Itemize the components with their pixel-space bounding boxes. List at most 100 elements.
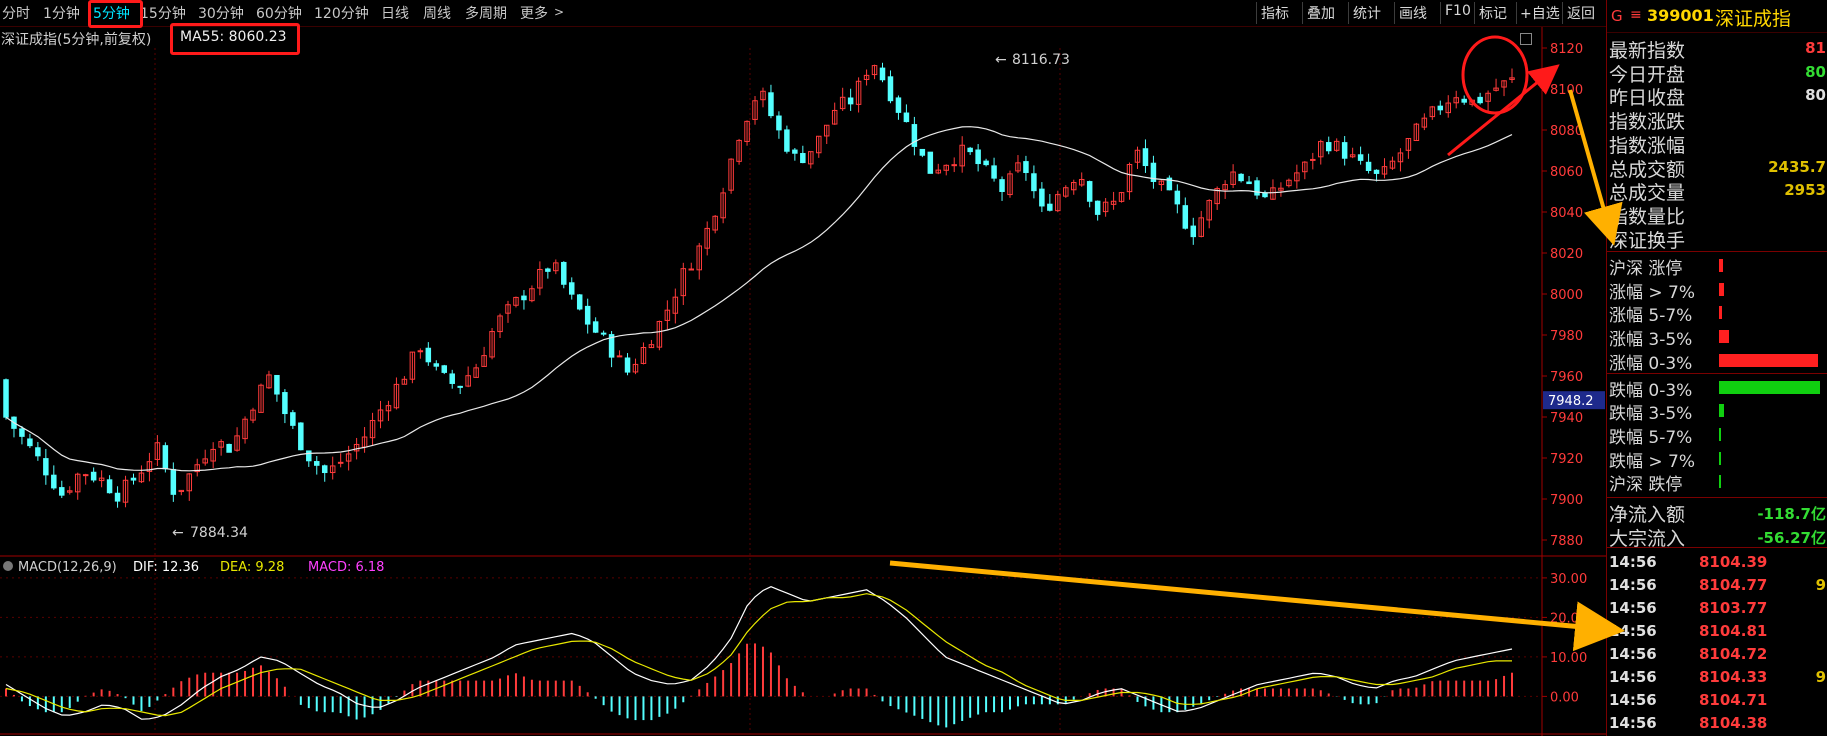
stat-label: 今日开盘 (1609, 63, 1686, 86)
current-price-tag (1543, 391, 1605, 410)
menu-icon[interactable]: ≡ (1630, 7, 1642, 23)
candle-body (855, 80, 862, 105)
candle-body (441, 365, 448, 373)
toolbar-add-watchlist-button[interactable]: +自选 (1520, 6, 1560, 22)
candle-body (409, 351, 416, 380)
period-tab-60min[interactable]: 60分钟 (256, 6, 302, 22)
candle-body (138, 472, 145, 483)
candle-body (314, 461, 320, 466)
period-tab-daily[interactable]: 日线 (381, 6, 409, 22)
candle-body (130, 477, 137, 481)
candle-body (664, 309, 671, 321)
price-tick-label: 8120 (1550, 42, 1583, 57)
stat-label: 昨日收盘 (1609, 87, 1686, 110)
candle-body (162, 445, 169, 470)
candle-body (449, 373, 455, 384)
candle-body (983, 160, 989, 166)
period-tab-15min[interactable]: 15分钟 (140, 6, 186, 22)
candle-body (1278, 187, 1284, 191)
candle-body (903, 112, 910, 123)
toolbar-indicator-button[interactable]: 指标 (1261, 6, 1289, 22)
low-label: 7884.34 (190, 525, 248, 541)
candle-body (1381, 166, 1388, 175)
ma55-line (5, 126, 1513, 472)
panel-toggle-icon[interactable] (1520, 33, 1532, 45)
candle-body (863, 74, 870, 80)
breadth-label: 涨幅 5-7% (1609, 306, 1693, 327)
flow-row: 大宗流入 -56.27亿 (1607, 524, 1827, 550)
candle-body (19, 428, 25, 437)
stat-label: 指数涨跌 (1609, 111, 1686, 134)
period-tab-fenshi[interactable]: 分时 (2, 6, 30, 22)
period-tab-5min[interactable]: 5分钟 (93, 6, 130, 22)
price-tick-label: 7980 (1550, 329, 1583, 344)
candle-body (1118, 192, 1125, 202)
breadth-row: 涨幅 5-7% (1607, 301, 1827, 327)
candle-body (1190, 225, 1197, 238)
stat-row: 指数量比 (1607, 202, 1827, 228)
candle-body (847, 97, 854, 105)
candle-body (35, 447, 41, 457)
fall-bar (1719, 475, 1721, 489)
candles-group (3, 62, 1515, 508)
period-toolbar: 分时 1分钟 5分钟 15分钟 30分钟 60分钟 120分钟 日线 周线 多周… (0, 0, 1606, 27)
period-tab-multi[interactable]: 多周期 (465, 6, 507, 22)
candle-body (975, 149, 981, 165)
toolbar-draw-button[interactable]: 画线 (1399, 6, 1427, 22)
stat-value: 2953 (1784, 181, 1826, 200)
tick-price: 8104.39 (1699, 553, 1768, 571)
flow-label: 大宗流入 (1609, 528, 1686, 550)
period-tab-1min[interactable]: 1分钟 (43, 6, 80, 22)
kline-chart-area[interactable]: 8120 8100 8080 8060 8040 8020 8000 7980 7960 7940… (0, 0, 1606, 736)
marker-badge: G (1611, 7, 1623, 25)
candle-body (1294, 172, 1300, 182)
candle-body (98, 477, 105, 482)
flow-row: 净流入额 -118.7亿 (1607, 500, 1827, 526)
candle-body (959, 144, 965, 167)
candle-body (1031, 173, 1037, 192)
candle-body (178, 489, 185, 493)
candle-body (505, 304, 511, 314)
candle-body (234, 435, 240, 451)
toolbar-f10-button[interactable]: F10 (1445, 3, 1471, 19)
current-price-label: 7948.2 (1548, 394, 1594, 409)
period-tab-weekly[interactable]: 周线 (423, 6, 451, 22)
candle-body (831, 109, 838, 125)
candle-body (337, 461, 344, 464)
candle-body (417, 350, 424, 353)
price-tick-label: 8040 (1550, 206, 1583, 221)
candle-body (1150, 162, 1157, 182)
candle-body (401, 378, 408, 385)
tick-price: 8104.38 (1699, 714, 1768, 732)
toolbar-mark-button[interactable]: 标记 (1479, 6, 1507, 22)
toolbar-overlay-button[interactable]: 叠加 (1307, 6, 1335, 22)
candle-body (473, 367, 479, 378)
tick-time: 14:56 (1609, 553, 1657, 571)
candle-body (1302, 161, 1308, 173)
toolbar-stats-button[interactable]: 统计 (1353, 6, 1381, 22)
candle-body (290, 412, 296, 426)
candle-body (776, 115, 782, 131)
toolbar-back-button[interactable]: 返回 (1567, 6, 1595, 22)
breadth-row: 跌幅 > 7% (1607, 447, 1827, 472)
candle-body (991, 165, 997, 179)
candle-body (59, 487, 65, 496)
price-tick-label: 8080 (1550, 124, 1583, 139)
candle-body (1142, 148, 1149, 167)
candle-body (935, 169, 942, 174)
candle-body (967, 147, 973, 153)
period-tab-30min[interactable]: 30分钟 (198, 6, 244, 22)
chevron-right-icon[interactable]: > (554, 5, 565, 19)
breadth-row: 沪深 跌停 (1607, 470, 1827, 495)
stat-row: 最新指数 81 (1607, 36, 1827, 62)
breadth-label: 跌幅 3-5% (1609, 404, 1693, 425)
candle-body (266, 374, 272, 389)
candle-body (911, 124, 918, 147)
tick-time: 14:56 (1609, 622, 1657, 640)
dif-readout: DIF: 12.36 (133, 560, 199, 575)
period-tab-120min[interactable]: 120分钟 (314, 6, 369, 22)
candle-body (242, 418, 248, 440)
candle-body (298, 422, 304, 451)
period-tab-more[interactable]: 更多 (520, 6, 548, 22)
candle-body (194, 464, 200, 473)
